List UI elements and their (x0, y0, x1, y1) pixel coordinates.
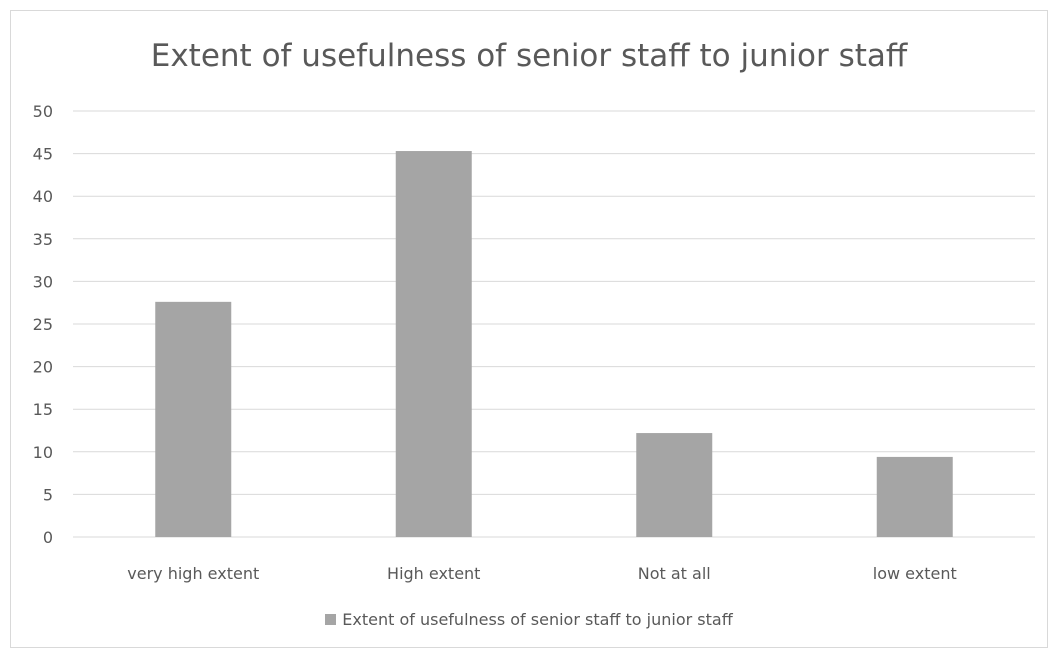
y-tick-label: 35 (33, 230, 53, 249)
bars (155, 151, 953, 537)
x-tick-label: Not at all (638, 564, 711, 583)
y-tick-label: 20 (33, 358, 53, 377)
x-tick-labels: very high extent High extent Not at all low… (127, 564, 956, 583)
gridlines (73, 110, 1035, 538)
y-tick-label: 10 (33, 443, 53, 462)
legend-swatch (325, 614, 337, 625)
x-tick-label: low extent (873, 564, 957, 583)
bar-not-at-all (636, 433, 713, 537)
y-tick-label: 40 (33, 187, 53, 206)
y-tick-labels: 0 5 10 15 20 25 30 35 40 45 50 (33, 102, 53, 547)
x-tick-label: very high extent (127, 564, 259, 583)
bar-very-high-extent (155, 301, 232, 537)
y-tick-label: 0 (43, 528, 53, 547)
y-tick-label: 5 (43, 485, 53, 504)
y-tick-label: 45 (33, 145, 53, 164)
legend-label: Extent of usefulness of senior staff to … (342, 610, 733, 629)
bar-high-extent (395, 151, 472, 537)
y-tick-label: 50 (33, 102, 53, 121)
bar-low-extent (876, 456, 953, 537)
y-tick-label: 15 (33, 400, 53, 419)
y-tick-label: 30 (33, 272, 53, 291)
chart-title: Extent of usefulness of senior staff to … (150, 38, 908, 74)
y-tick-label: 25 (33, 315, 53, 334)
x-tick-label: High extent (387, 564, 480, 583)
legend: Extent of usefulness of senior staff to … (0, 610, 1058, 629)
